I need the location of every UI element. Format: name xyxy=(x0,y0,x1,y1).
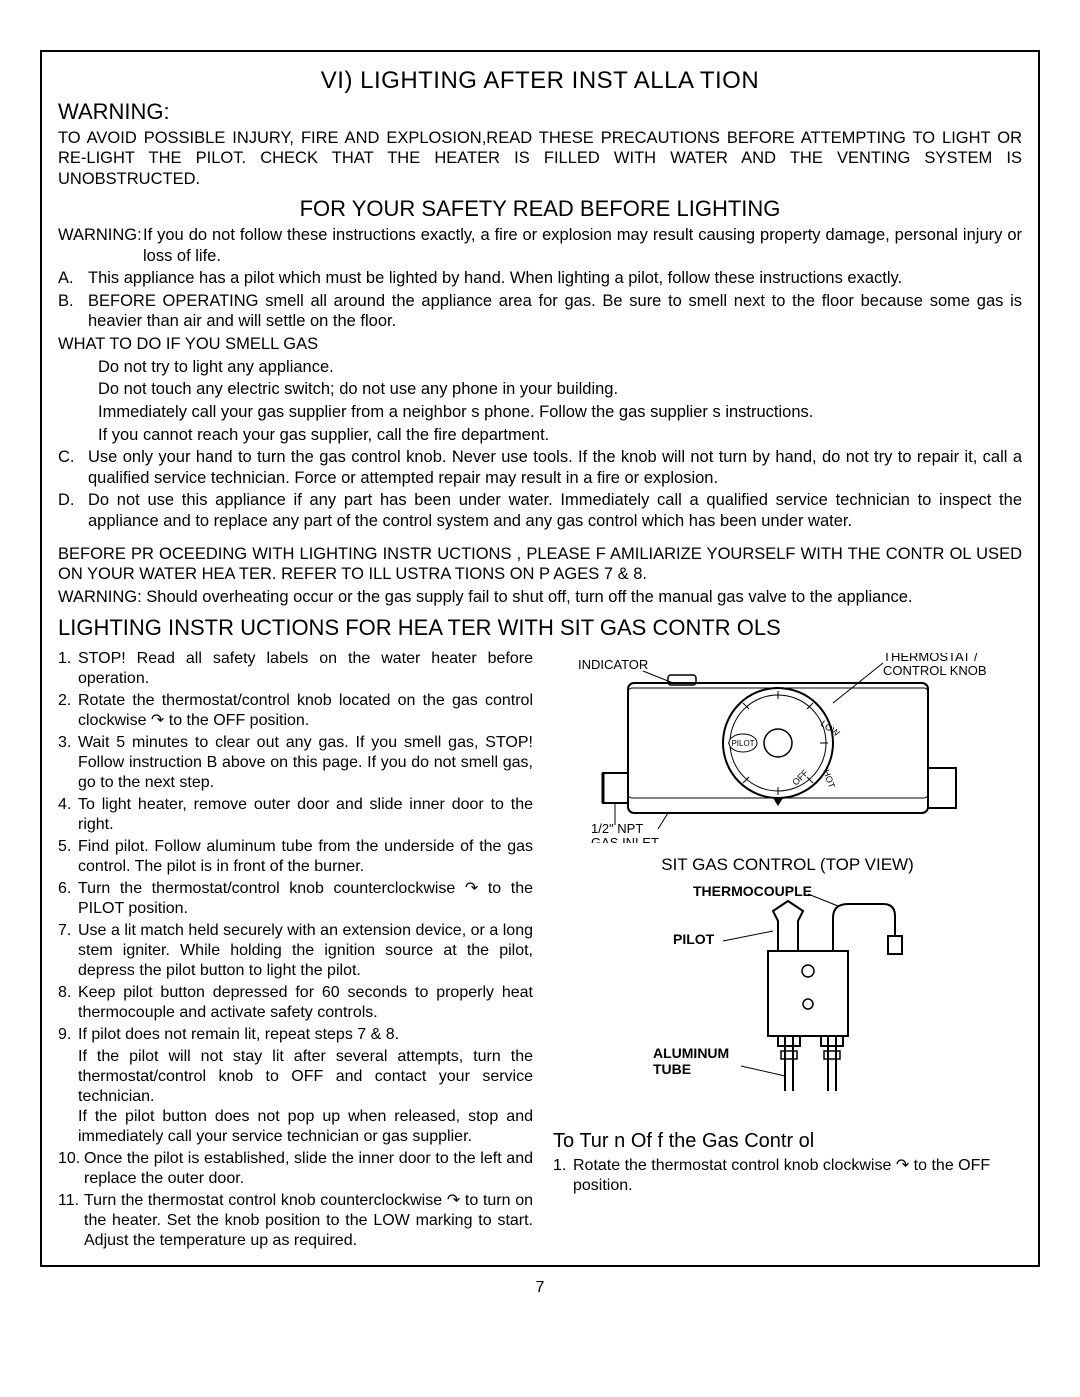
what-to-do-heading: WHAT TO DO IF YOU SMELL GAS xyxy=(58,334,1022,355)
item-d-text: Do not use this appliance if any part ha… xyxy=(88,490,1022,531)
aluminum-label-2: TUBE xyxy=(653,1061,691,1077)
step-9-sub-1: If the pilot will not stay lit after sev… xyxy=(78,1047,533,1107)
section-title: VI) LIGHTING AFTER INST ALLA TION xyxy=(58,66,1022,96)
thermostat-label-line2: CONTROL KNOB xyxy=(883,663,987,678)
step-10: 10. Once the pilot is established, slide… xyxy=(58,1149,533,1189)
safety-warning-label: WARNING: xyxy=(58,225,143,266)
aluminum-label-1: ALUMINUM xyxy=(653,1045,729,1061)
warning-heading: WARNING: xyxy=(58,98,1022,126)
step-4: 4. To light heater, remove outer door an… xyxy=(58,795,533,835)
clockwise-arrow-icon-2: ↷ xyxy=(896,1157,909,1174)
item-b-text: BEFORE OPERATING smell all around the ap… xyxy=(88,291,1022,332)
indicator-label: INDICATOR xyxy=(578,657,648,672)
pilot-label: PILOT xyxy=(673,931,715,947)
top-warning-paragraph: TO AVOID POSSIBLE INJURY, FIRE AND EXPLO… xyxy=(58,128,1022,190)
turn-off-heading: To Tur n Of f the Gas Contr ol xyxy=(553,1129,1022,1154)
step-1: 1. STOP! Read all safety labels on the w… xyxy=(58,649,533,689)
item-d: D. Do not use this appliance if any part… xyxy=(58,490,1022,531)
step-1-text: STOP! Read all safety labels on the wate… xyxy=(78,649,533,689)
step-2-text-b: to the OFF position. xyxy=(164,712,309,729)
step-3-text: Wait 5 minutes to clear out any gas. If … xyxy=(78,733,533,793)
step-5-text: Find pilot. Follow aluminum tube from th… xyxy=(78,837,533,877)
step-7-number: 7. xyxy=(58,921,78,981)
before-proceeding: BEFORE PR OCEEDING WITH LIGHTING INSTR U… xyxy=(58,544,1022,585)
smell-gas-4: If you cannot reach your gas supplier, c… xyxy=(98,425,1022,446)
item-c-text: Use only your hand to turn the gas contr… xyxy=(88,447,1022,488)
diagrams-column: PILOT LOW OFF HOT INDICATOR xyxy=(553,647,1022,1253)
smell-gas-1: Do not try to light any appliance. xyxy=(98,357,1022,378)
two-column-layout: 1. STOP! Read all safety labels on the w… xyxy=(58,647,1022,1253)
item-a-letter: A. xyxy=(58,268,88,289)
turnoff-1-text: Rotate the thermostat control knob clock… xyxy=(573,1156,1022,1196)
step-5-number: 5. xyxy=(58,837,78,877)
safety-warning-text: If you do not follow these instructions … xyxy=(143,225,1022,266)
step-4-number: 4. xyxy=(58,795,78,835)
item-d-letter: D. xyxy=(58,490,88,531)
page-number: 7 xyxy=(0,1279,1080,1297)
item-b-letter: B. xyxy=(58,291,88,332)
step-6: 6. Turn the thermostat/control knob coun… xyxy=(58,879,533,919)
step-11: 11. Turn the thermostat control knob cou… xyxy=(58,1191,533,1251)
counterclockwise-arrow-icon: ↷ xyxy=(465,880,478,897)
thermocouple-label: THERMOCOUPLE xyxy=(693,886,812,899)
item-b: B. BEFORE OPERATING smell all around the… xyxy=(58,291,1022,332)
item-c: C. Use only your hand to turn the gas co… xyxy=(58,447,1022,488)
step-5: 5. Find pilot. Follow aluminum tube from… xyxy=(58,837,533,877)
step-10-text: Once the pilot is established, slide the… xyxy=(84,1149,533,1189)
step-8-text: Keep pilot button depressed for 60 secon… xyxy=(78,983,533,1023)
step-3: 3. Wait 5 minutes to clear out any gas. … xyxy=(58,733,533,793)
pilot-diagram-svg: THERMOCOUPLE PILOT ALUMINUM TUBE xyxy=(623,886,953,1106)
step-7-text: Use a lit match held securely with an ex… xyxy=(78,921,533,981)
step-11-text: Turn the thermostat control knob counter… xyxy=(84,1191,533,1251)
step-6-text-a: Turn the thermostat/control knob counter… xyxy=(78,880,465,897)
turnoff-step-1: 1. Rotate the thermostat control knob cl… xyxy=(553,1156,1022,1196)
diagram-pilot-assembly: THERMOCOUPLE PILOT ALUMINUM TUBE xyxy=(623,886,1022,1111)
dial-off-text: OFF xyxy=(790,767,810,787)
step-1-number: 1. xyxy=(58,649,78,689)
item-a-text: This appliance has a pilot which must be… xyxy=(88,268,1022,289)
item-c-letter: C. xyxy=(58,447,88,488)
overheat-warning: WARNING: Should overheating occur or the… xyxy=(58,587,1022,608)
step-2-number: 2. xyxy=(58,691,78,731)
inlet-label-line2: GAS INLET xyxy=(591,835,659,843)
spacer xyxy=(58,534,1022,542)
counterclockwise-arrow-icon-2: ↷ xyxy=(447,1192,460,1209)
step-9-number: 9. xyxy=(58,1025,78,1045)
instructions-column: 1. STOP! Read all safety labels on the w… xyxy=(58,647,533,1253)
step-2: 2. Rotate the thermostat/control knob lo… xyxy=(58,691,533,731)
safety-warning-row: WARNING: If you do not follow these inst… xyxy=(58,225,1022,266)
step-9-text: If pilot does not remain lit, repeat ste… xyxy=(78,1025,533,1045)
dial-pilot-text: PILOT xyxy=(731,739,754,748)
step-4-text: To light heater, remove outer door and s… xyxy=(78,795,533,835)
dial-low-text: LOW xyxy=(819,718,842,738)
gas-control-diagram-svg: PILOT LOW OFF HOT INDICATOR xyxy=(573,653,1003,843)
item-a: A. This appliance has a pilot which must… xyxy=(58,268,1022,289)
step-11-number: 11. xyxy=(58,1191,84,1251)
step-6-number: 6. xyxy=(58,879,78,919)
inlet-label-line1: 1/2" NPT xyxy=(591,821,643,836)
step-3-number: 3. xyxy=(58,733,78,793)
step-11-text-a: Turn the thermostat control knob counter… xyxy=(84,1192,447,1209)
step-6-text: Turn the thermostat/control knob counter… xyxy=(78,879,533,919)
diagram-1-caption: SIT GAS CONTROL (TOP VIEW) xyxy=(553,854,1022,875)
step-8: 8. Keep pilot button depressed for 60 se… xyxy=(58,983,533,1023)
step-10-number: 10. xyxy=(58,1149,84,1189)
turnoff-1-text-a: Rotate the thermostat control knob clock… xyxy=(573,1157,896,1174)
lighting-instructions-heading: LIGHTING INSTR UCTIONS FOR HEA TER WITH … xyxy=(58,614,1022,642)
diagram-sit-gas-control: PILOT LOW OFF HOT INDICATOR xyxy=(573,653,1022,848)
safety-heading: FOR YOUR SAFETY READ BEFORE LIGHTING xyxy=(58,195,1022,223)
step-9-sub-2: If the pilot button does not pop up when… xyxy=(78,1107,533,1147)
page-frame: VI) LIGHTING AFTER INST ALLA TION WARNIN… xyxy=(40,50,1040,1267)
step-7: 7. Use a lit match held securely with an… xyxy=(58,921,533,981)
clockwise-arrow-icon: ↷ xyxy=(151,712,164,729)
turnoff-1-number: 1. xyxy=(553,1156,573,1196)
dial-hot-text: HOT xyxy=(821,768,837,790)
step-2-text: Rotate the thermostat/control knob locat… xyxy=(78,691,533,731)
smell-gas-2: Do not touch any electric switch; do not… xyxy=(98,379,1022,400)
step-8-number: 8. xyxy=(58,983,78,1023)
smell-gas-3: Immediately call your gas supplier from … xyxy=(98,402,1022,423)
step-9: 9. If pilot does not remain lit, repeat … xyxy=(58,1025,533,1045)
